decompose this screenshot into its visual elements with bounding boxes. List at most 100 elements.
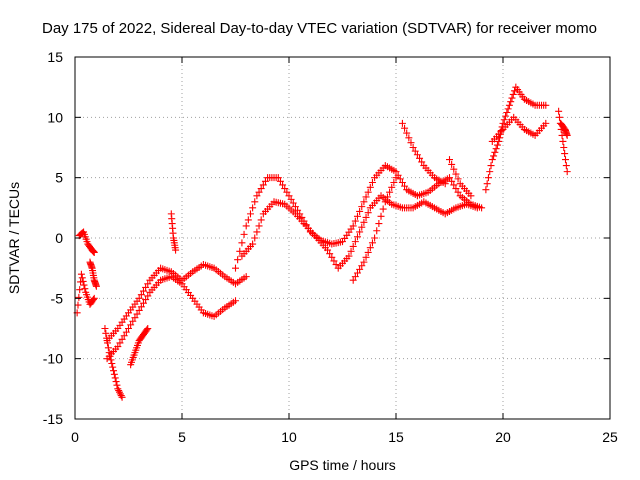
data-point [413, 151, 421, 159]
data-point [373, 227, 381, 235]
data-point [244, 216, 252, 224]
data-point [347, 247, 355, 255]
x-tick-label: 10 [281, 429, 297, 445]
data-point [542, 101, 550, 109]
series-track-c [86, 258, 100, 290]
data-point [409, 144, 417, 151]
data-point [448, 177, 456, 185]
data-point [249, 204, 257, 212]
data-point [115, 387, 123, 395]
data-point [261, 177, 269, 185]
data-point [113, 381, 121, 389]
data-point [101, 325, 109, 332]
series-track-o [488, 113, 550, 145]
data-point [353, 233, 361, 241]
data-point [371, 234, 379, 242]
data-point [279, 181, 287, 189]
data-point [79, 277, 87, 285]
data-point [281, 185, 289, 193]
data-point [450, 181, 458, 189]
data-point [253, 228, 261, 236]
data-point [503, 109, 511, 117]
data-point [511, 87, 519, 95]
data-point [490, 152, 498, 160]
data-point [287, 195, 295, 203]
series-track-j [238, 192, 481, 272]
data-point [405, 134, 413, 142]
data-point [418, 158, 426, 166]
data-point [291, 203, 299, 211]
data-point [253, 192, 261, 200]
data-point [110, 370, 118, 378]
data-point [403, 129, 411, 137]
data-point [276, 177, 284, 185]
data-point [242, 222, 250, 230]
data-point [392, 174, 400, 182]
series-track-m [446, 156, 475, 200]
data-point [78, 274, 86, 282]
data-point [257, 216, 265, 224]
data-point [411, 147, 419, 155]
data-point [172, 246, 180, 254]
data-point [114, 343, 122, 351]
data-point [509, 90, 517, 98]
data-point [285, 192, 293, 200]
data-point [360, 258, 368, 266]
x-tick-label: 25 [602, 429, 618, 445]
data-point [496, 134, 504, 142]
data-point [401, 182, 409, 190]
data-point [242, 273, 250, 281]
y-tick-label: 10 [47, 109, 63, 125]
y-tick-label: -15 [43, 411, 63, 427]
data-point [259, 181, 267, 189]
data-point [505, 101, 513, 109]
data-point [555, 107, 563, 115]
data-point [118, 335, 126, 343]
data-point [484, 174, 492, 182]
data-point [416, 154, 424, 162]
data-point [508, 94, 516, 102]
data-point [499, 119, 507, 127]
data-point [386, 188, 394, 196]
series-track-b [75, 228, 98, 256]
data-point [102, 329, 110, 337]
data-point [274, 174, 282, 182]
data-point [488, 156, 496, 164]
data-point [135, 294, 143, 302]
data-point [454, 188, 462, 196]
data-point [139, 287, 147, 295]
data-point [362, 213, 370, 221]
data-point [125, 325, 132, 332]
data-point [144, 292, 152, 300]
y-tick-label: 0 [55, 230, 63, 246]
data-point [116, 339, 124, 347]
data-point [127, 321, 135, 329]
data-point [500, 116, 508, 124]
data-point [133, 310, 141, 318]
data-point [75, 293, 83, 301]
data-point [368, 178, 376, 186]
data-point [117, 392, 125, 400]
data-point [388, 183, 396, 191]
data-point [142, 296, 150, 304]
data-point [74, 301, 82, 309]
data-point [358, 203, 366, 211]
data-point [452, 185, 460, 193]
data-point [144, 280, 152, 288]
data-point [560, 144, 568, 151]
data-point [116, 388, 124, 396]
data-point [251, 234, 259, 242]
data-point [107, 356, 115, 364]
data-point [375, 220, 383, 228]
series-track-i [232, 162, 486, 272]
data-point [366, 244, 374, 252]
data-point [392, 168, 400, 176]
data-point [232, 297, 239, 305]
data-point [483, 180, 491, 188]
data-point [143, 326, 151, 334]
x-axis-label: GPS time / hours [289, 457, 396, 473]
data-point [362, 193, 370, 201]
data-point [356, 228, 364, 236]
data-point [362, 253, 370, 261]
data-point [364, 209, 372, 217]
